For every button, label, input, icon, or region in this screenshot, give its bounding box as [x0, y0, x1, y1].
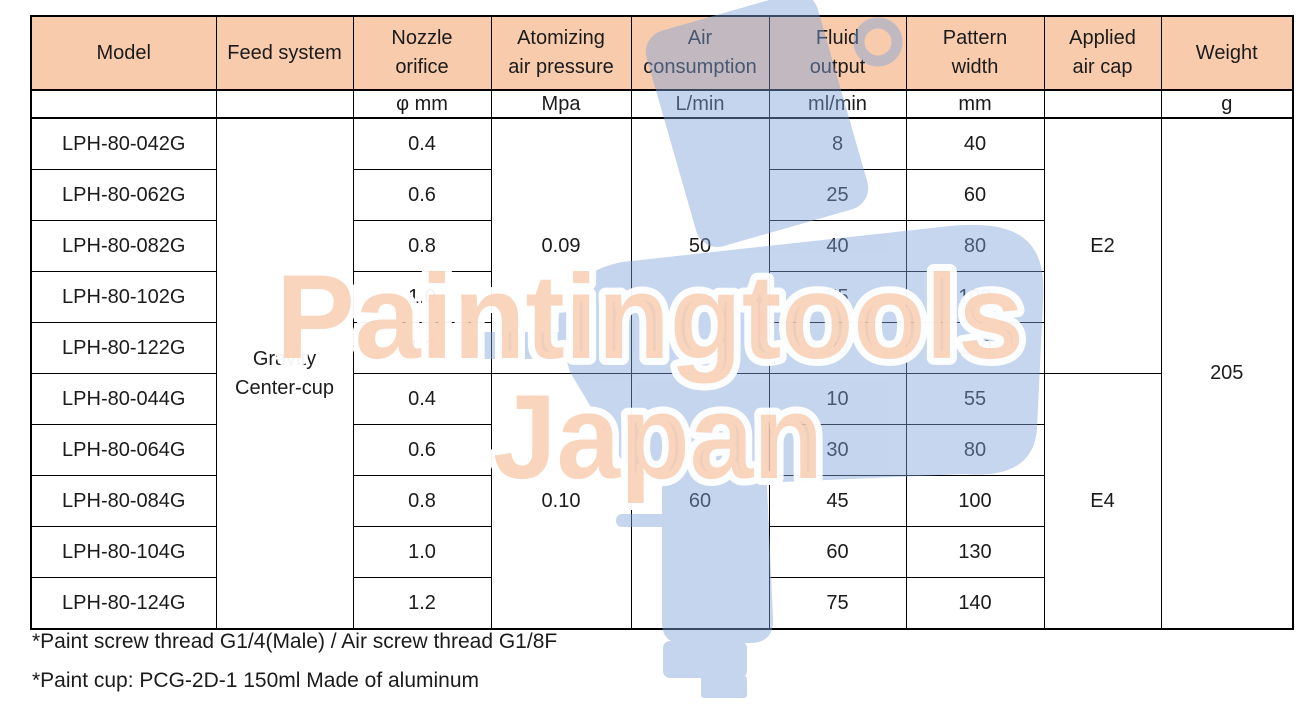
fluid-cell: 80	[768, 322, 907, 374]
pattern-cell: 40	[905, 117, 1045, 170]
table-row: LPH-80-102G 1.0 55 100	[30, 271, 1293, 323]
unit-feed-system	[215, 89, 354, 119]
fluid-cell: 30	[768, 424, 907, 476]
model-cell: LPH-80-104G	[30, 526, 217, 578]
model-cell: LPH-80-122G	[30, 322, 217, 374]
nozzle-cell: 0.6	[352, 169, 492, 221]
pattern-cell: 55	[905, 373, 1045, 425]
nozzle-cell: 0.4	[352, 373, 492, 425]
model-cell: LPH-80-124G	[30, 577, 217, 630]
air-consumption-cell: 60	[630, 373, 770, 630]
unit-nozzle-orifice: φ mm	[352, 89, 492, 119]
table-row: LPH-80-124G 1.2 75 140	[30, 577, 1293, 630]
table-row: LPH-80-064G 0.6 30 80	[30, 424, 1293, 476]
col-header-model: Model	[30, 15, 217, 91]
units-row: φ mm Mpa L/min ml/min mm g	[30, 89, 1294, 119]
table-row: LPH-80-082G 0.8 40 80	[30, 220, 1293, 272]
fluid-cell: 10	[768, 373, 907, 425]
fluid-cell: 60	[768, 526, 907, 578]
feed-system-cell: Gravity Center-cup	[215, 117, 354, 630]
table-row: LPH-80-044G 0.4 0.10 60 10 55 E4	[30, 373, 1293, 630]
fluid-cell: 8	[768, 117, 907, 170]
col-header-pattern-width: Pattern width	[905, 15, 1045, 91]
model-cell: LPH-80-044G	[30, 373, 217, 425]
weight-cell: 205	[1160, 117, 1294, 630]
spec-table: Model Feed system Nozzle orifice Atomizi…	[30, 15, 1294, 630]
col-header-weight: Weight	[1160, 15, 1294, 91]
pattern-cell: 120	[905, 322, 1045, 374]
nozzle-cell: 0.4	[352, 117, 492, 170]
pattern-cell: 80	[905, 220, 1045, 272]
table-row: LPH-80-062G 0.6 25 60	[30, 169, 1293, 221]
model-cell: LPH-80-064G	[30, 424, 217, 476]
atomizing-pressure-cell: 0.10	[490, 373, 632, 630]
atomizing-pressure-cell: 0.09	[490, 117, 632, 374]
fluid-cell: 25	[768, 169, 907, 221]
unit-fluid-output: ml/min	[768, 89, 907, 119]
note-line: *Paint screw thread G1/4(Male) / Air scr…	[32, 630, 558, 653]
table-row: LPH-80-122G 1.2 80 120	[30, 322, 1293, 374]
nozzle-cell: 0.8	[352, 220, 492, 272]
model-cell: LPH-80-042G	[30, 117, 217, 170]
air-consumption-cell: 50	[630, 117, 770, 374]
table-row: LPH-80-084G 0.8 45 100	[30, 475, 1293, 527]
unit-pattern-width: mm	[905, 89, 1045, 119]
nozzle-cell: 0.8	[352, 475, 492, 527]
model-cell: LPH-80-062G	[30, 169, 217, 221]
nozzle-cell: 0.6	[352, 424, 492, 476]
pattern-cell: 60	[905, 169, 1045, 221]
col-header-air-consumption: Air consumption	[630, 15, 770, 91]
air-cap-cell: E2	[1043, 117, 1162, 374]
nozzle-cell: 1.0	[352, 526, 492, 578]
nozzle-cell: 1.0	[352, 271, 492, 323]
nozzle-cell: 1.2	[352, 577, 492, 630]
col-header-fluid-output: Fluid output	[768, 15, 907, 91]
pattern-cell: 140	[905, 577, 1045, 630]
nozzle-cell: 1.2	[352, 322, 492, 374]
fluid-cell: 75	[768, 577, 907, 630]
note-line: *Paint cup: PCG-2D-1 150ml Made of alumi…	[32, 669, 480, 692]
header-row: Model Feed system Nozzle orifice Atomizi…	[30, 15, 1294, 91]
col-header-atomizing: Atomizing air pressure	[490, 15, 632, 91]
pattern-cell: 100	[905, 271, 1045, 323]
col-header-feed-system: Feed system	[215, 15, 354, 91]
fluid-cell: 55	[768, 271, 907, 323]
pattern-cell: 80	[905, 424, 1045, 476]
footnotes: *Paint screw thread G1/4(Male) / Air scr…	[32, 629, 557, 707]
table-row: LPH-80-042G Gravity Center-cup 0.4 0.09 …	[30, 117, 1294, 630]
col-header-applied-air-cap: Applied air cap	[1043, 15, 1162, 91]
col-header-nozzle-orifice: Nozzle orifice	[352, 15, 492, 91]
fluid-cell: 40	[768, 220, 907, 272]
unit-atomizing: Mpa	[490, 89, 632, 119]
model-cell: LPH-80-102G	[30, 271, 217, 323]
unit-applied-air-cap	[1043, 89, 1162, 119]
unit-model	[30, 89, 217, 119]
pattern-cell: 130	[905, 526, 1045, 578]
unit-weight: g	[1160, 89, 1294, 119]
pattern-cell: 100	[905, 475, 1045, 527]
table-row: LPH-80-104G 1.0 60 130	[30, 526, 1293, 578]
unit-air-consumption: L/min	[630, 89, 770, 119]
air-cap-cell: E4	[1043, 373, 1162, 630]
model-cell: LPH-80-082G	[30, 220, 217, 272]
model-cell: LPH-80-084G	[30, 475, 217, 527]
fluid-cell: 45	[768, 475, 907, 527]
